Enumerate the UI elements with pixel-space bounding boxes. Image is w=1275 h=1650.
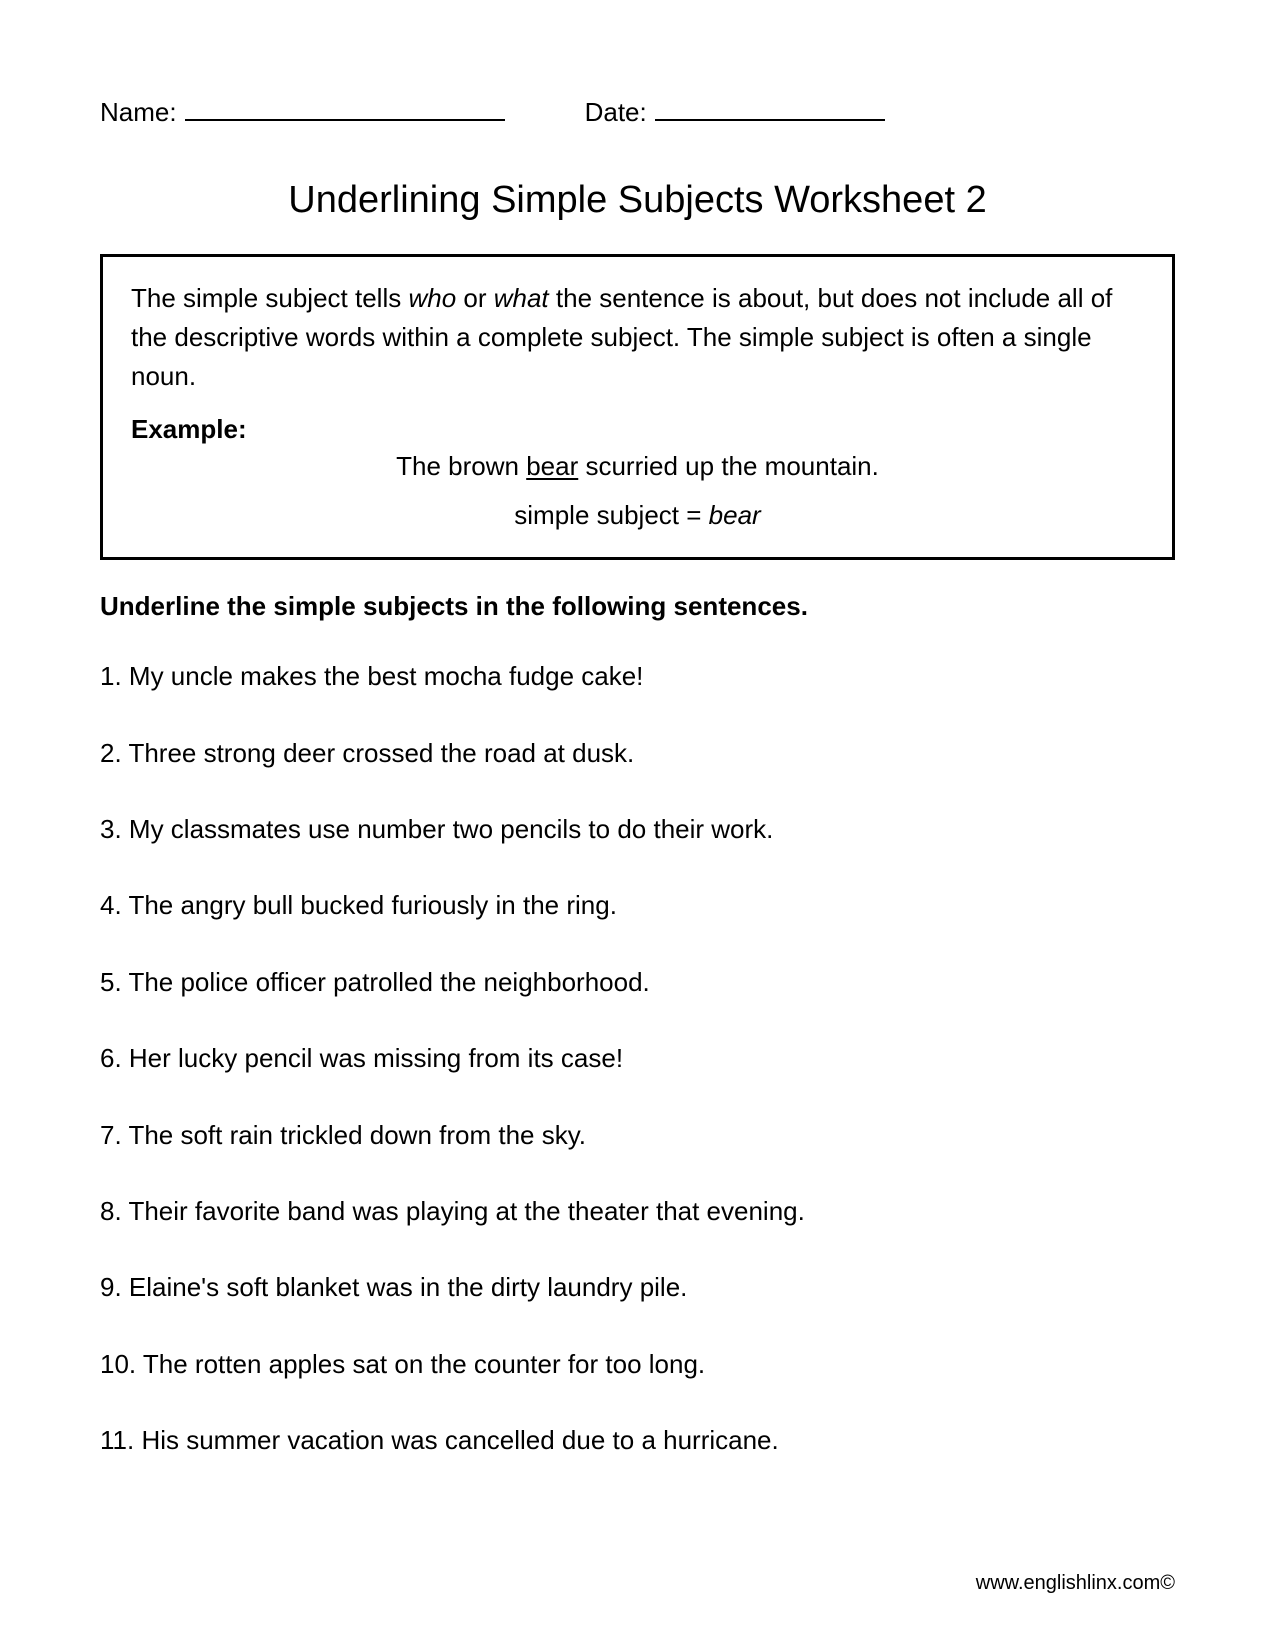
question-item: 1. My uncle makes the best mocha fudge c…: [100, 658, 1175, 694]
date-blank[interactable]: [655, 90, 885, 121]
example-equation: simple subject = bear: [131, 500, 1144, 531]
example-underlined-word: bear: [526, 451, 578, 481]
question-item: 6. Her lucky pencil was missing from its…: [100, 1040, 1175, 1076]
footer-credit: www.englishlinx.com©: [976, 1572, 1175, 1595]
name-blank[interactable]: [185, 90, 505, 121]
date-label: Date:: [585, 97, 647, 128]
explain-em2: what: [494, 283, 549, 313]
explain-mid1: or: [456, 283, 494, 313]
eq-em: bear: [709, 500, 761, 530]
date-field: Date:: [585, 90, 885, 128]
question-item: 4. The angry bull bucked furiously in th…: [100, 887, 1175, 923]
example-sentence: The brown bear scurried up the mountain.: [131, 451, 1144, 482]
question-item: 8. Their favorite band was playing at th…: [100, 1193, 1175, 1229]
worksheet-title: Underlining Simple Subjects Worksheet 2: [100, 178, 1175, 224]
question-item: 10. The rotten apples sat on the counter…: [100, 1346, 1175, 1382]
name-field: Name:: [100, 90, 505, 128]
worksheet-page: Name: Date: Underlining Simple Subjects …: [0, 0, 1275, 1650]
explain-em1: who: [408, 283, 456, 313]
question-item: 9. Elaine's soft blanket was in the dirt…: [100, 1269, 1175, 1305]
question-item: 2. Three strong deer crossed the road at…: [100, 735, 1175, 771]
example-label: Example:: [131, 414, 1144, 445]
example-post: scurried up the mountain.: [578, 451, 879, 481]
eq-pre: simple subject =: [514, 500, 708, 530]
question-list: 1. My uncle makes the best mocha fudge c…: [100, 658, 1175, 1458]
question-item: 11. His summer vacation was cancelled du…: [100, 1422, 1175, 1458]
header-line: Name: Date:: [100, 90, 1175, 128]
example-pre: The brown: [396, 451, 526, 481]
question-item: 7. The soft rain trickled down from the …: [100, 1117, 1175, 1153]
question-item: 3. My classmates use number two pencils …: [100, 811, 1175, 847]
explain-pre1: The simple subject tells: [131, 283, 408, 313]
explanation-text: The simple subject tells who or what the…: [131, 279, 1144, 396]
explanation-box: The simple subject tells who or what the…: [100, 254, 1175, 560]
instructions: Underline the simple subjects in the fol…: [100, 588, 1175, 624]
question-item: 5. The police officer patrolled the neig…: [100, 964, 1175, 1000]
name-label: Name:: [100, 97, 177, 128]
